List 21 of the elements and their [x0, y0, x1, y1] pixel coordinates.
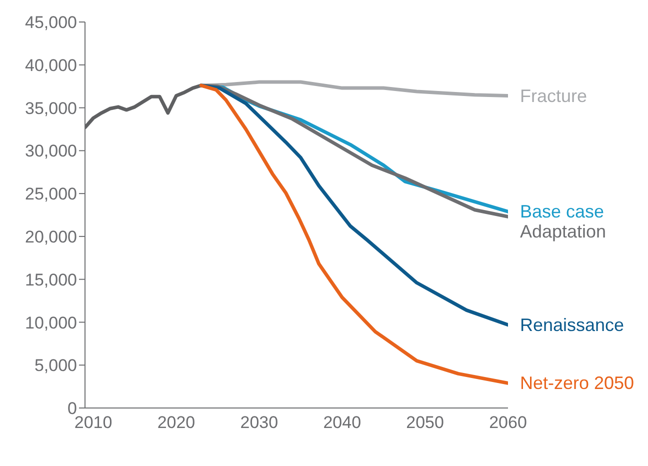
y-tick-label: 40,000 [25, 56, 77, 75]
series-label: Base case [520, 202, 604, 222]
series-label: Fracture [520, 86, 588, 106]
y-tick-label: 15,000 [25, 270, 77, 290]
series-label: Renaissance [520, 314, 624, 335]
y-tick-label: 30,000 [25, 142, 77, 161]
x-tick-label: 2020 [157, 413, 196, 432]
y-tick-label: 45,000 [25, 13, 77, 32]
x-tick-label: 2050 [406, 413, 444, 432]
y-tick-label: 35,000 [25, 98, 77, 118]
x-tick-label: 2040 [323, 413, 362, 432]
y-tick-label: 5,000 [34, 356, 77, 376]
series-label: Net-zero 2050 [520, 373, 634, 394]
x-tick-label: 2010 [74, 413, 112, 432]
x-tick-label: 2030 [240, 413, 278, 432]
y-tick-label: 20,000 [25, 227, 77, 246]
y-tick-label: 25,000 [25, 184, 77, 204]
series-label: Adaptation [520, 222, 606, 242]
y-tick-label: 10,000 [25, 313, 77, 332]
x-tick-label: 2060 [489, 413, 527, 432]
y-tick-label: 0 [68, 399, 77, 418]
